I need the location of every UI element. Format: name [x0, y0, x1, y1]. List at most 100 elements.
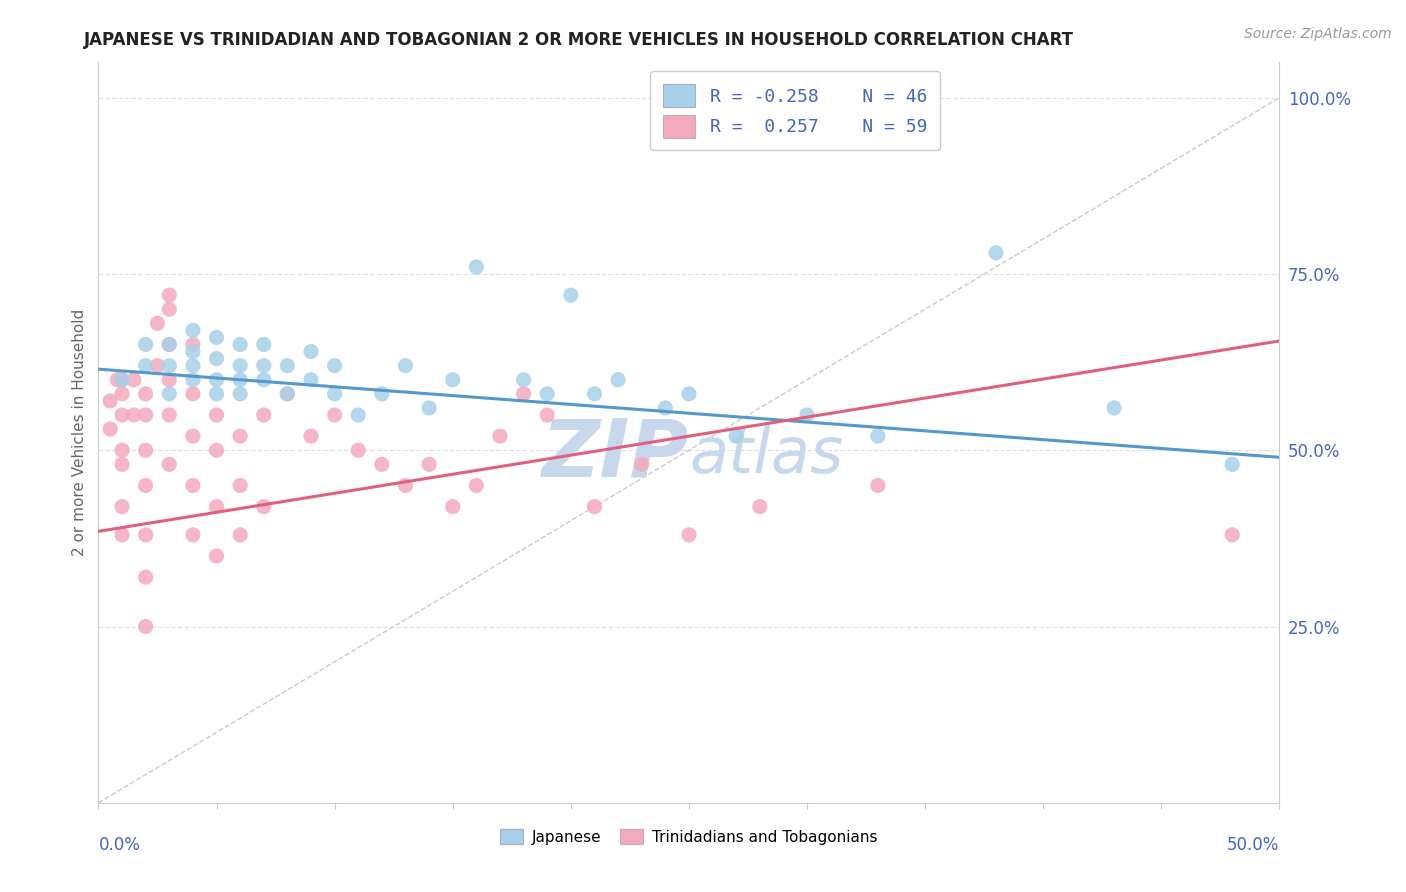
Point	[371, 458, 394, 472]
Point	[630, 458, 652, 472]
Point	[157, 302, 180, 317]
Point	[181, 528, 204, 542]
Point	[323, 408, 346, 422]
Point	[984, 245, 1007, 260]
Point	[276, 387, 298, 401]
Text: 50.0%: 50.0%	[1227, 836, 1279, 855]
Point	[122, 373, 145, 387]
Point	[205, 373, 228, 387]
Point	[111, 458, 134, 472]
Point	[796, 408, 818, 422]
Point	[441, 500, 464, 514]
Point	[1102, 401, 1125, 415]
Point	[157, 387, 180, 401]
Point	[111, 528, 134, 542]
Text: JAPANESE VS TRINIDADIAN AND TOBAGONIAN 2 OR MORE VEHICLES IN HOUSEHOLD CORRELATI: JAPANESE VS TRINIDADIAN AND TOBAGONIAN 2…	[84, 31, 1074, 49]
Point	[157, 337, 180, 351]
Point	[181, 387, 204, 401]
Point	[181, 337, 204, 351]
Point	[323, 359, 346, 373]
Point	[394, 478, 416, 492]
Point	[418, 458, 440, 472]
Point	[181, 344, 204, 359]
Point	[253, 408, 276, 422]
Point	[229, 528, 252, 542]
Point	[489, 429, 512, 443]
Point	[276, 359, 298, 373]
Point	[122, 408, 145, 422]
Point	[111, 373, 134, 387]
Text: atlas: atlas	[689, 424, 844, 486]
Point	[135, 387, 157, 401]
Point	[181, 323, 204, 337]
Point	[229, 373, 252, 387]
Point	[111, 500, 134, 514]
Point	[98, 422, 121, 436]
Point	[135, 619, 157, 633]
Point	[607, 373, 630, 387]
Point	[418, 401, 440, 415]
Point	[512, 373, 534, 387]
Point	[347, 408, 370, 422]
Point	[111, 443, 134, 458]
Point	[748, 500, 770, 514]
Point	[512, 387, 534, 401]
Point	[146, 316, 169, 330]
Point	[157, 288, 180, 302]
Point	[205, 330, 228, 344]
Point	[157, 458, 180, 472]
Point	[181, 373, 204, 387]
Point	[98, 393, 121, 408]
Point	[229, 478, 252, 492]
Point	[866, 478, 889, 492]
Point	[583, 387, 606, 401]
Point	[560, 288, 582, 302]
Point	[299, 344, 322, 359]
Point	[157, 337, 180, 351]
Point	[299, 373, 322, 387]
Point	[135, 443, 157, 458]
Text: 0.0%: 0.0%	[98, 836, 141, 855]
Point	[441, 373, 464, 387]
Point	[678, 387, 700, 401]
Point	[111, 387, 134, 401]
Point	[276, 387, 298, 401]
Point	[205, 408, 228, 422]
Point	[135, 570, 157, 584]
Point	[135, 478, 157, 492]
Point	[229, 387, 252, 401]
Point	[111, 373, 134, 387]
Point	[205, 549, 228, 563]
Point	[253, 500, 276, 514]
Point	[181, 429, 204, 443]
Point	[205, 500, 228, 514]
Point	[253, 337, 276, 351]
Point	[678, 528, 700, 542]
Point	[205, 443, 228, 458]
Point	[866, 429, 889, 443]
Point	[205, 387, 228, 401]
Point	[583, 500, 606, 514]
Point	[465, 260, 488, 274]
Point	[371, 387, 394, 401]
Point	[465, 478, 488, 492]
Point	[105, 373, 128, 387]
Point	[146, 359, 169, 373]
Point	[229, 337, 252, 351]
Point	[229, 429, 252, 443]
Y-axis label: 2 or more Vehicles in Household: 2 or more Vehicles in Household	[72, 309, 87, 557]
Point	[135, 359, 157, 373]
Point	[536, 387, 558, 401]
Point	[135, 337, 157, 351]
Point	[135, 528, 157, 542]
Point	[253, 373, 276, 387]
Point	[725, 429, 748, 443]
Point	[157, 408, 180, 422]
Text: Source: ZipAtlas.com: Source: ZipAtlas.com	[1244, 27, 1392, 41]
Point	[135, 408, 157, 422]
Point	[1220, 458, 1243, 472]
Point	[536, 408, 558, 422]
Point	[229, 359, 252, 373]
Point	[111, 408, 134, 422]
Point	[253, 359, 276, 373]
